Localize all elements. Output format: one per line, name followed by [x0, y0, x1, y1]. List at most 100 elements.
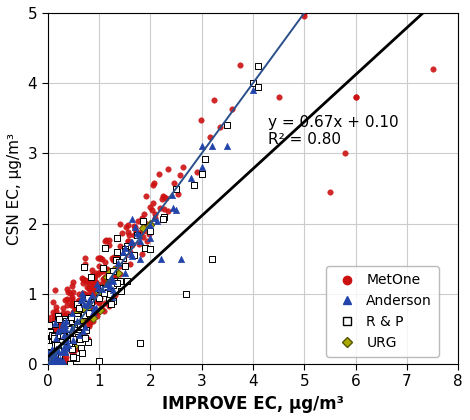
MetOne: [117, 262, 124, 269]
URG: [55, 341, 62, 348]
Anderson: [51, 357, 59, 364]
R & P: [123, 242, 130, 249]
MetOne: [117, 220, 124, 227]
MetOne: [85, 302, 93, 309]
URG: [73, 317, 81, 324]
MetOne: [177, 172, 184, 179]
R & P: [47, 361, 54, 368]
MetOne: [57, 332, 64, 339]
MetOne: [66, 338, 73, 345]
MetOne: [57, 324, 65, 331]
MetOne: [53, 326, 60, 333]
MetOne: [53, 340, 61, 346]
R & P: [47, 349, 55, 356]
Anderson: [52, 345, 60, 352]
MetOne: [69, 310, 76, 316]
MetOne: [139, 251, 146, 257]
R & P: [87, 299, 95, 305]
Anderson: [89, 308, 97, 315]
R & P: [76, 336, 84, 343]
Anderson: [58, 348, 65, 355]
Anderson: [63, 334, 70, 341]
MetOne: [124, 238, 132, 245]
MetOne: [111, 269, 119, 276]
MetOne: [52, 356, 59, 363]
MetOne: [79, 279, 86, 286]
Anderson: [135, 231, 143, 238]
Anderson: [48, 355, 55, 362]
MetOne: [53, 357, 61, 363]
URG: [59, 331, 67, 338]
MetOne: [326, 189, 334, 195]
MetOne: [156, 205, 164, 211]
R & P: [60, 344, 68, 350]
R & P: [74, 315, 81, 322]
MetOne: [63, 353, 70, 360]
Anderson: [48, 361, 56, 368]
MetOne: [65, 318, 73, 325]
MetOne: [90, 276, 97, 283]
MetOne: [49, 358, 56, 365]
MetOne: [73, 330, 80, 337]
URG: [108, 281, 115, 287]
Anderson: [147, 234, 154, 241]
R & P: [67, 341, 75, 347]
R & P: [60, 342, 67, 349]
MetOne: [51, 326, 59, 332]
URG: [85, 312, 93, 318]
MetOne: [46, 331, 53, 338]
MetOne: [63, 286, 70, 293]
R & P: [68, 346, 76, 352]
R & P: [62, 318, 70, 325]
R & P: [110, 282, 117, 289]
MetOne: [63, 333, 71, 339]
R & P: [65, 343, 72, 349]
R & P: [53, 361, 60, 368]
MetOne: [105, 236, 112, 243]
MetOne: [63, 342, 70, 349]
Anderson: [45, 352, 52, 358]
URG: [46, 351, 54, 358]
URG: [78, 305, 86, 312]
Anderson: [54, 348, 62, 354]
R & P: [52, 350, 59, 357]
R & P: [190, 181, 198, 188]
Anderson: [109, 287, 117, 294]
MetOne: [90, 274, 98, 281]
R & P: [49, 348, 56, 355]
MetOne: [85, 280, 93, 286]
R & P: [52, 338, 60, 345]
MetOne: [104, 292, 112, 299]
MetOne: [49, 324, 56, 331]
MetOne: [85, 279, 93, 286]
MetOne: [113, 272, 120, 278]
MetOne: [132, 223, 139, 230]
Anderson: [62, 325, 69, 331]
Anderson: [50, 361, 57, 368]
Anderson: [93, 281, 101, 287]
URG: [49, 361, 56, 368]
MetOne: [52, 312, 59, 318]
MetOne: [155, 171, 163, 178]
URG: [52, 346, 60, 352]
MetOne: [53, 326, 61, 333]
MetOne: [75, 303, 82, 310]
R & P: [113, 234, 120, 241]
URG: [50, 348, 57, 354]
Anderson: [77, 297, 85, 303]
R & P: [105, 294, 113, 301]
Anderson: [46, 361, 53, 368]
MetOne: [46, 361, 53, 368]
MetOne: [50, 341, 58, 347]
Anderson: [73, 318, 81, 324]
R & P: [117, 278, 124, 284]
MetOne: [65, 339, 73, 346]
URG: [72, 315, 80, 322]
MetOne: [61, 327, 69, 334]
MetOne: [55, 312, 62, 319]
MetOne: [48, 361, 56, 368]
Anderson: [121, 269, 128, 276]
R & P: [141, 245, 149, 252]
MetOne: [62, 327, 70, 334]
MetOne: [50, 361, 58, 368]
